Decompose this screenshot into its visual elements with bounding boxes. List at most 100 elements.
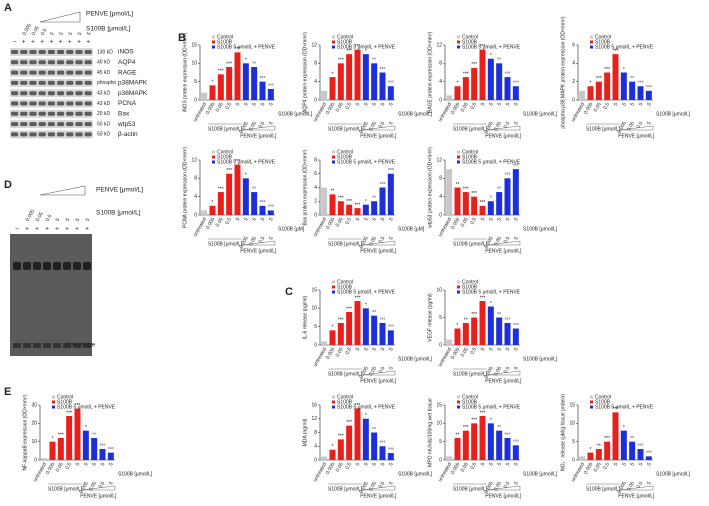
legend-swatch: [457, 395, 460, 399]
legend-swatch: [212, 40, 215, 44]
penve-tick-label: 0.05: [248, 120, 258, 132]
y-axis-label: wtp53 protein expression (OD×mm²): [427, 147, 433, 228]
bar: [637, 449, 644, 460]
penve-tick-label: 5: [268, 120, 275, 126]
penve-tick-label: 5: [388, 365, 395, 371]
significance: °°°: [646, 451, 652, 457]
significance: *: [332, 325, 334, 331]
wedge: [486, 240, 521, 246]
x-tick-label: 0.005: [450, 101, 462, 115]
significance: *: [490, 418, 492, 424]
legend-label: Control: [462, 149, 478, 155]
bar: [321, 90, 328, 100]
bar: [512, 169, 519, 215]
blot-band: [75, 122, 83, 127]
blot-band: [57, 91, 65, 96]
significance: *: [623, 67, 625, 73]
bar: [251, 192, 258, 215]
legend-swatch: [332, 40, 335, 44]
legend-swatch: [590, 395, 593, 399]
x-tick-label: 5: [371, 346, 378, 352]
lane-sign: –: [13, 39, 17, 46]
legend-swatch: [457, 285, 460, 289]
blot-band: [75, 50, 83, 54]
legend-swatch: [212, 35, 215, 39]
blot-band: [20, 60, 28, 65]
x-tick-label: 5: [638, 101, 645, 107]
legend-label: S100B: [462, 39, 478, 45]
penve-tick-label: 0.5: [378, 235, 387, 244]
x-tick-label: 5: [371, 216, 378, 222]
lane-sign: +: [59, 39, 63, 46]
significance: *: [332, 71, 334, 77]
significance: *: [212, 80, 214, 86]
significance: ***: [75, 403, 81, 409]
significance: °°°: [380, 317, 386, 323]
penve-tick-label: 0.005: [358, 235, 370, 249]
x-tick-label: 5: [646, 461, 653, 467]
significance: °°°: [388, 325, 394, 331]
blot-band: [84, 70, 92, 75]
blot-band: [84, 80, 92, 85]
legend-swatch: [212, 155, 215, 159]
blot-band: [66, 70, 74, 75]
emsa-band: [63, 262, 71, 270]
penve-tick-label: 5: [268, 235, 275, 241]
penve-tick-label: 5: [646, 480, 653, 486]
bar: [471, 423, 478, 460]
blot-band: [75, 70, 83, 75]
emsa-band: [53, 262, 61, 270]
blot-band: [84, 50, 92, 54]
x-tick-label: 0.05: [335, 346, 345, 358]
blot-band: [66, 50, 74, 54]
y-tick-label: 12: [191, 157, 197, 163]
penve-label: PENVE [μmol/L]: [240, 248, 277, 254]
bar: [637, 86, 644, 100]
x-tick-label: 0.05: [335, 216, 345, 228]
protein-label: iNOS: [118, 49, 134, 56]
blot-band: [47, 101, 55, 106]
bar: [209, 205, 216, 215]
bar: [226, 173, 233, 215]
group-label: S100B [μmol/L]: [328, 486, 363, 492]
significance: ***: [613, 407, 619, 413]
bar: [446, 95, 453, 100]
significance: ***: [66, 410, 72, 416]
significance: °°°: [505, 317, 511, 323]
significance: °°°: [505, 432, 511, 438]
axis-note: S100B [μmol/L]: [398, 111, 433, 117]
legend-label: Control: [462, 279, 478, 285]
significance: °°°: [100, 443, 106, 449]
y-tick-label: 20: [31, 421, 37, 427]
bar: [259, 81, 266, 100]
y-tick-label: 16: [311, 402, 317, 408]
kd-label: phospho: [97, 80, 116, 86]
penve-tick-label: 0.05: [626, 120, 636, 132]
significance: ***: [463, 425, 469, 431]
bar: [217, 74, 224, 100]
kd-label: 130 kD: [97, 49, 113, 55]
legend-label: Control: [217, 34, 233, 40]
bar: [371, 201, 378, 215]
bar: [387, 86, 394, 100]
wedge: [619, 125, 654, 131]
bar: [620, 72, 627, 100]
protein-label: β-actin: [118, 131, 138, 138]
x-tick-label: 0.005: [325, 216, 337, 230]
significance: ***: [613, 48, 619, 54]
significance: *: [457, 323, 459, 329]
bar: [587, 86, 594, 100]
significance: ***: [480, 200, 486, 206]
penve-tick-label: 0.005: [483, 480, 495, 494]
significance: ***: [471, 191, 477, 197]
x-tick-label: 0.005: [325, 461, 337, 475]
significance: ***: [471, 418, 477, 424]
legend-label: S100B: [217, 154, 233, 160]
legend-label: Control: [595, 394, 611, 400]
legend-label: Control: [217, 149, 233, 155]
legend-swatch: [332, 160, 335, 164]
y-tick-label: 5: [194, 79, 197, 85]
penve-label: PENVE [μmol/L]: [360, 378, 397, 384]
penve-tick-label: 0.5: [258, 120, 267, 129]
penve-tick-label: 0.05: [626, 480, 636, 492]
